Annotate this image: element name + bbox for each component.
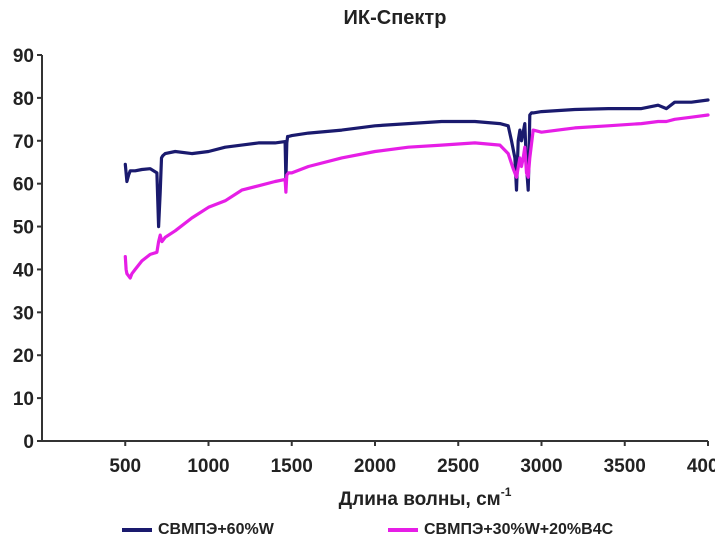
x-tick-label: 3000 [520,456,562,477]
x-tick-label: 2000 [354,456,396,477]
y-axis-ticks: 0 10 20 30 40 50 60 70 80 90 [13,46,42,453]
y-tick-label: 70 [13,132,34,153]
chart-title: ИК-Спектр [344,7,447,29]
series-line-1 [123,98,710,229]
series-line-2 [123,113,710,280]
legend-item-series-2: СВМПЭ+30%W+20%B4C [388,521,613,539]
x-tick-label: 4000 [687,456,715,477]
legend: СВМПЭ+60%W СВМПЭ+30%W+20%B4C [0,521,715,543]
y-tick-label: 0 [23,432,34,453]
y-tick-label: 80 [13,89,34,110]
y-tick-label: 60 [13,175,34,196]
x-tick-label: 1000 [187,456,229,477]
y-tick-label: 90 [13,46,34,67]
series-layer [123,98,710,280]
y-tick-label: 10 [13,389,34,410]
y-tick-label: 50 [13,218,34,239]
x-axis-title-text: Длина волны, см [339,489,501,510]
x-tick-label: 2500 [437,456,479,477]
x-tick-label: 500 [109,456,141,477]
legend-item-series-1: СВМПЭ+60%W [122,521,274,539]
x-axis-title: Длина волны, см-1 [339,485,512,510]
y-tick-label: 40 [13,260,34,281]
x-axis-title-superscript: -1 [501,485,512,499]
x-tick-label: 1500 [271,456,313,477]
legend-label-series-2: СВМПЭ+30%W+20%B4C [424,521,614,538]
legend-label-series-1: СВМПЭ+60%W [158,521,274,538]
x-tick-label: 3500 [604,456,646,477]
y-tick-label: 20 [13,346,34,367]
legend-swatch-series-1 [122,528,152,532]
x-axis-ticks: 500 1000 1500 2000 2500 3000 3500 4000 [109,441,715,477]
y-tick-label: 30 [13,303,34,324]
legend-swatch-series-2 [388,528,418,532]
